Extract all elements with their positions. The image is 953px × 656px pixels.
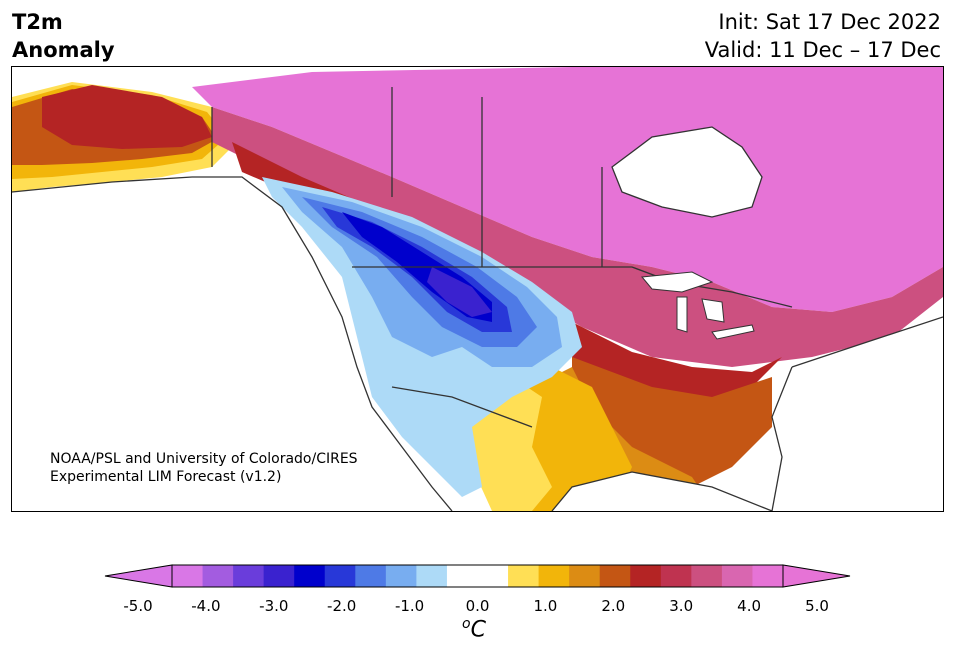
colorbar-bin	[202, 565, 234, 587]
atlantic-ocean	[772, 317, 943, 511]
colorbar-bin	[294, 565, 326, 587]
colorbar-bin	[691, 565, 723, 587]
colorbar-bin	[599, 565, 631, 587]
colorbar-bin	[752, 565, 784, 587]
colorbar-tick-label: 0.0	[465, 597, 490, 615]
colorbar-bin	[630, 565, 662, 587]
coastline-southeast	[771, 366, 793, 511]
colorbar-bin	[660, 565, 692, 587]
colorbar-bin	[721, 565, 753, 587]
colorbar-tick-label: -1.0	[394, 597, 425, 615]
region-canada-warm	[192, 67, 943, 312]
coastline-west	[192, 176, 453, 511]
colorbar-tick-label: -3.0	[259, 597, 289, 615]
colorbar-bin	[569, 565, 601, 587]
lake-huron	[701, 298, 725, 323]
colorbar-bin	[446, 565, 478, 587]
colorbar-bin	[477, 565, 509, 587]
colorbar	[104, 564, 851, 588]
colorbar-bin	[508, 565, 540, 587]
date-info: Init: Sat 17 Dec 2022 Valid: 11 Dec – 17…	[705, 8, 941, 64]
init-date: Init: Sat 17 Dec 2022	[718, 10, 941, 34]
coastline-alaska	[12, 176, 193, 193]
hudson-bay-coast	[611, 126, 763, 218]
colorbar-tick-label: 3.0	[669, 597, 694, 615]
colorbar-bin	[263, 565, 295, 587]
region-west-core	[427, 267, 492, 317]
title-line-1: T2m	[12, 10, 63, 34]
colorbar-bin	[416, 565, 448, 587]
colorbar-bin	[385, 565, 417, 587]
credit-line-2: Experimental LIM Forecast (v1.2)	[50, 469, 282, 485]
us-mexico-border	[391, 386, 533, 428]
colorbar-bin	[355, 565, 387, 587]
anomaly-map: NOAA/PSL and University of Colorado/CIRE…	[11, 66, 944, 512]
title-line-2: Anomaly	[12, 38, 115, 62]
colorbar-tick-label: 4.0	[737, 597, 762, 615]
colorbar-tick-label: -4.0	[191, 597, 221, 615]
lake-erie	[711, 324, 755, 340]
region-alaska-red	[42, 85, 212, 149]
coastline-east	[791, 316, 943, 368]
hudson-bay	[612, 127, 762, 217]
colorbar-bin	[324, 565, 356, 587]
colorbar-tick-label: 2.0	[601, 597, 626, 615]
colorbar-bin	[233, 565, 265, 587]
colorbar-tick-label: 1.0	[533, 597, 558, 615]
lake-superior	[641, 271, 714, 293]
colorbar-bin	[538, 565, 570, 587]
colorbar-tick-label: -2.0	[327, 597, 357, 615]
coastline-gulf	[551, 471, 773, 511]
valid-range: Valid: 11 Dec – 17 Dec	[704, 38, 941, 62]
colorbar-tick-label: 5.0	[805, 597, 829, 615]
map-title: T2m Anomaly	[12, 8, 115, 64]
lake-michigan	[676, 296, 688, 333]
colorbar-bin	[172, 565, 204, 587]
unit-label: oC	[462, 616, 486, 643]
pacific-ocean	[12, 177, 452, 511]
colorbar-over-arrow	[782, 564, 851, 588]
colorbar-under-arrow	[104, 564, 173, 588]
gulf-of-mexico	[552, 472, 772, 511]
credit-line-1: NOAA/PSL and University of Colorado/CIRE…	[50, 451, 358, 467]
credit-text: NOAA/PSL and University of Colorado/CIRE…	[50, 450, 358, 486]
colorbar-frame	[171, 564, 784, 588]
colorbar-bins	[172, 565, 784, 587]
colorbar-tick-label: -5.0	[123, 597, 153, 615]
